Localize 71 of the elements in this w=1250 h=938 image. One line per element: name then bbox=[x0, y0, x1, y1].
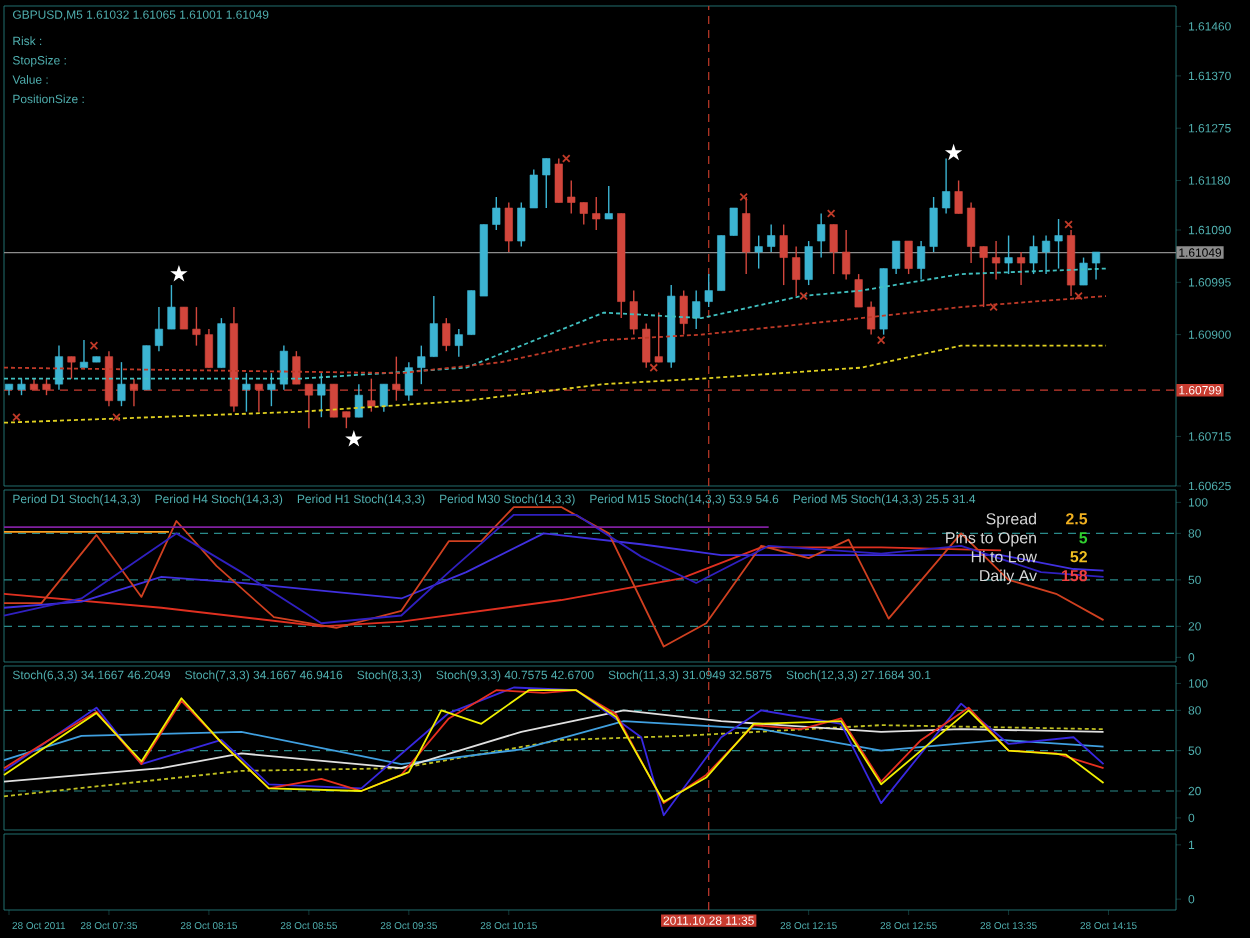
candlestick bbox=[867, 300, 876, 336]
candlestick bbox=[804, 240, 813, 286]
candlestick bbox=[792, 245, 801, 297]
candlestick bbox=[992, 240, 1001, 281]
line-series bbox=[3, 724, 1105, 798]
candlestick bbox=[829, 223, 838, 275]
candlestick bbox=[354, 383, 363, 418]
candlestick bbox=[967, 201, 976, 264]
candlestick bbox=[1054, 218, 1063, 270]
point bbox=[1064, 220, 1073, 229]
point bbox=[739, 192, 748, 202]
line-series bbox=[3, 344, 1107, 424]
point bbox=[347, 432, 361, 446]
candlestick bbox=[142, 344, 151, 391]
candlestick bbox=[317, 372, 326, 418]
line-series bbox=[3, 709, 1105, 783]
candlestick bbox=[492, 196, 501, 231]
point bbox=[826, 209, 836, 218]
candlestick bbox=[79, 339, 89, 369]
candlestick bbox=[1004, 234, 1013, 275]
candlestick bbox=[1042, 234, 1051, 275]
candlestick bbox=[767, 223, 776, 253]
candlestick bbox=[979, 245, 988, 308]
candlestick bbox=[404, 361, 413, 402]
point bbox=[989, 302, 998, 312]
candlestick bbox=[904, 240, 913, 275]
point bbox=[112, 412, 121, 422]
line-series bbox=[3, 513, 1105, 625]
candlestick bbox=[679, 289, 688, 336]
candlestick bbox=[842, 229, 851, 281]
candlestick bbox=[817, 212, 826, 259]
point bbox=[1074, 291, 1083, 301]
point bbox=[946, 145, 961, 159]
candlestick bbox=[1092, 251, 1101, 281]
candlestick bbox=[117, 361, 126, 407]
candlestick bbox=[379, 383, 388, 413]
candlestick bbox=[754, 234, 763, 270]
candlestick bbox=[1017, 251, 1026, 286]
candlestick bbox=[242, 372, 251, 413]
candlestick bbox=[204, 328, 213, 369]
candlestick bbox=[454, 328, 463, 358]
candlestick bbox=[592, 196, 601, 231]
point bbox=[561, 154, 571, 163]
candlestick bbox=[954, 179, 963, 215]
candlestick bbox=[604, 185, 613, 220]
candlestick bbox=[192, 306, 201, 347]
candlestick bbox=[179, 306, 188, 330]
point bbox=[172, 266, 186, 281]
point bbox=[876, 335, 886, 345]
candlestick bbox=[442, 317, 451, 352]
candlestick bbox=[942, 157, 951, 215]
point bbox=[799, 291, 808, 301]
candlestick bbox=[554, 157, 563, 204]
line-series bbox=[3, 720, 1105, 766]
candlestick bbox=[892, 240, 901, 275]
candlestick bbox=[854, 273, 863, 308]
candlestick bbox=[154, 306, 163, 352]
candlestick bbox=[504, 201, 513, 253]
line-series bbox=[3, 506, 1105, 648]
candlestick bbox=[1079, 256, 1088, 286]
point bbox=[89, 341, 99, 350]
candlestick bbox=[167, 284, 176, 330]
candlestick bbox=[1029, 234, 1038, 275]
candlestick bbox=[217, 317, 226, 369]
candlestick bbox=[67, 355, 76, 380]
point bbox=[649, 363, 659, 372]
candlestick bbox=[742, 196, 751, 275]
point bbox=[12, 412, 21, 422]
candlestick bbox=[542, 157, 551, 209]
candlestick bbox=[54, 344, 64, 391]
candlestick bbox=[779, 223, 788, 286]
